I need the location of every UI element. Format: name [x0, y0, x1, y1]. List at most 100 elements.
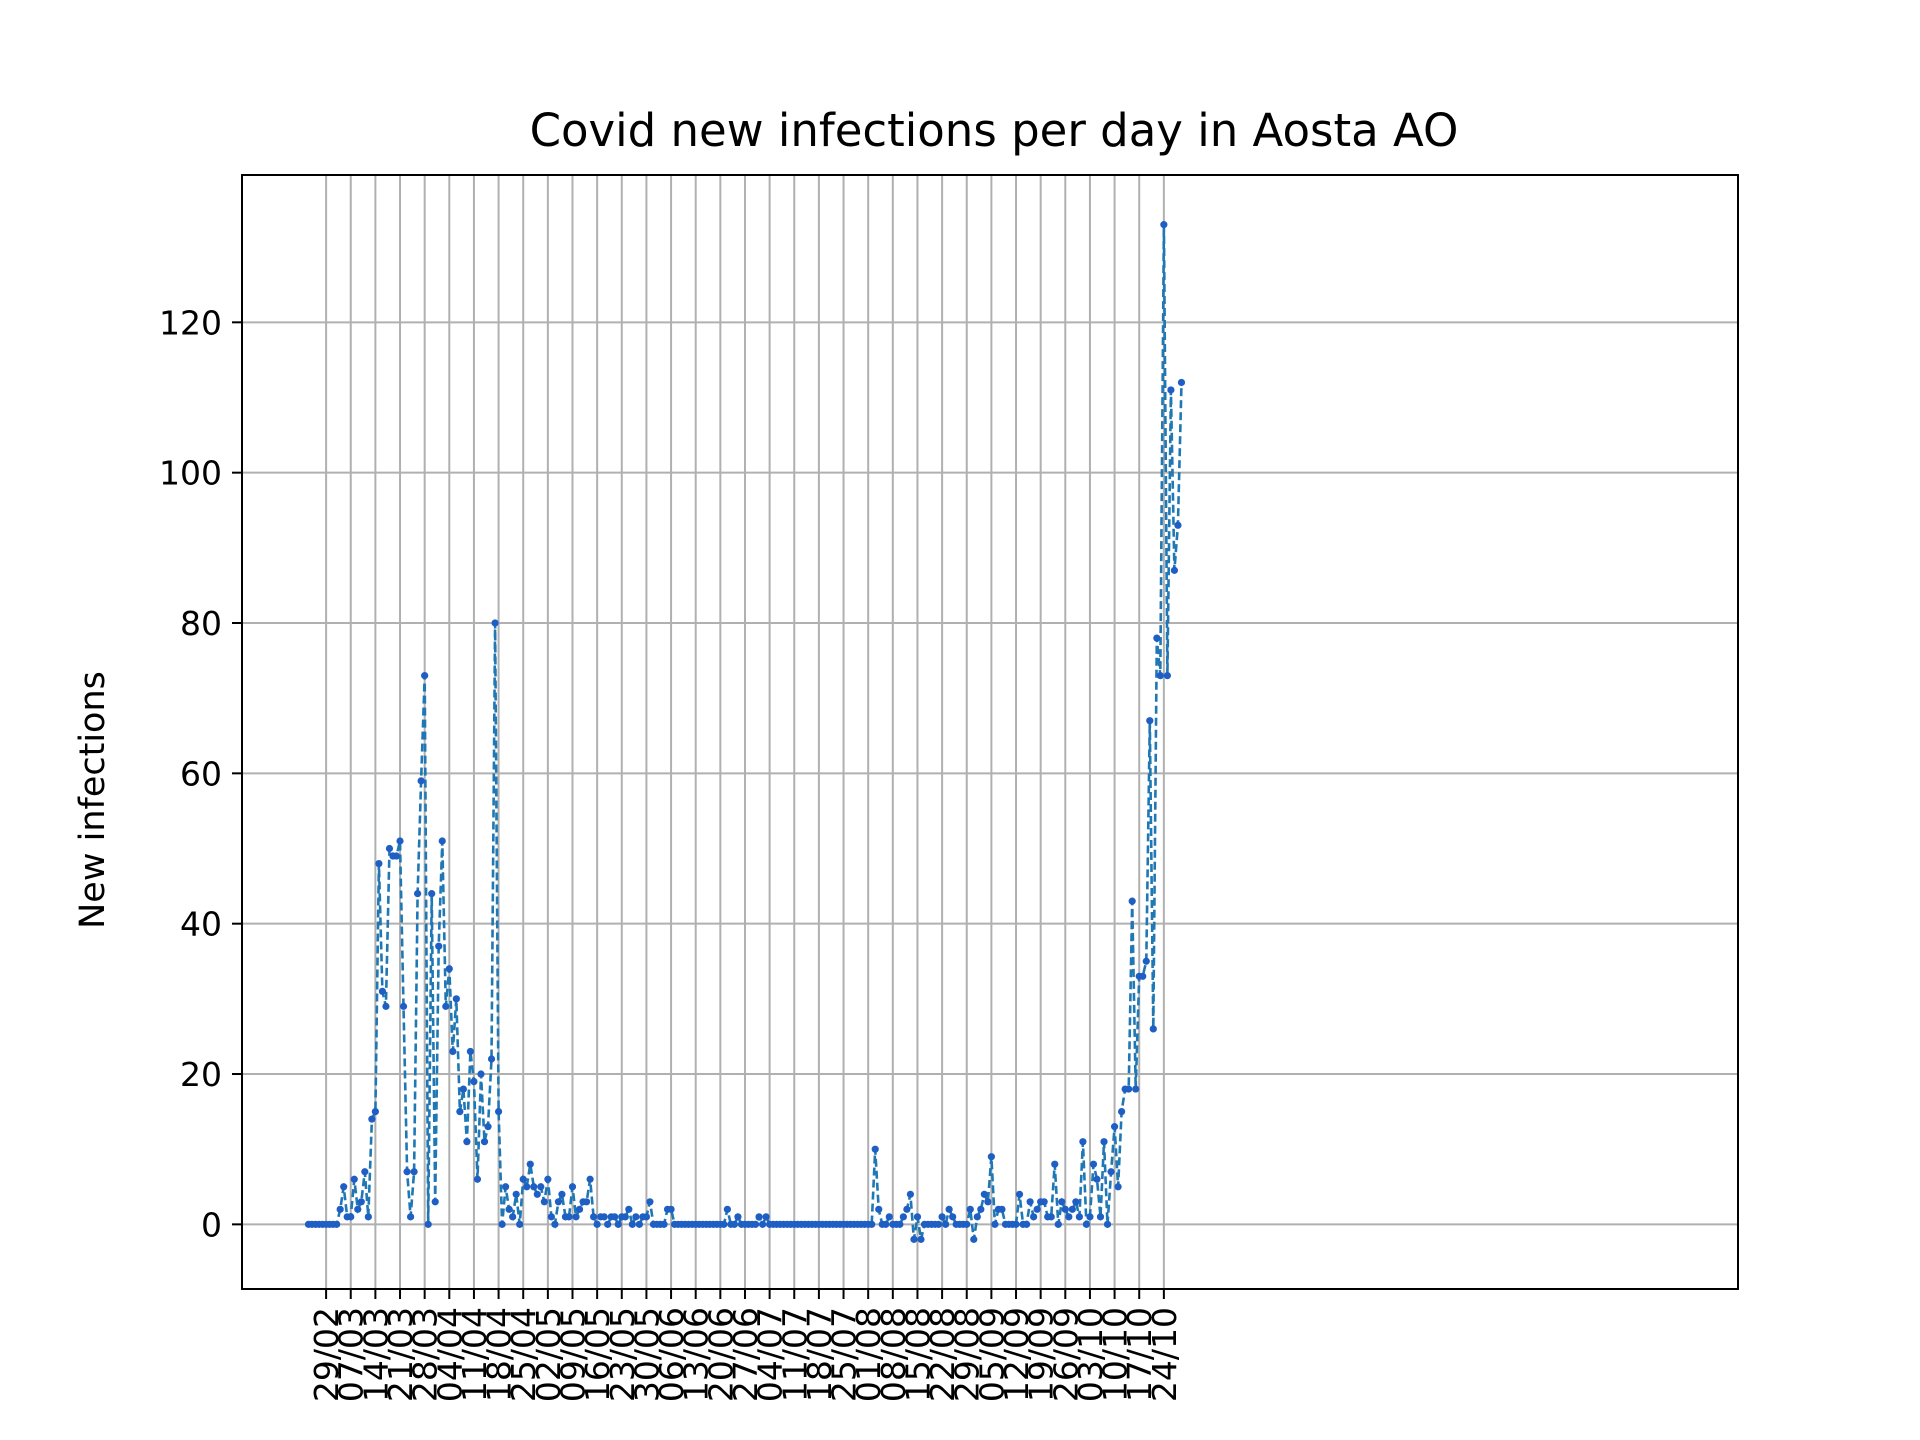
data-point	[554, 1198, 563, 1206]
data-point	[966, 1205, 974, 1213]
x-axis: 29/0207/0314/0321/0328/0304/0411/0418/04…	[307, 1289, 1184, 1402]
data-point	[544, 1175, 552, 1183]
data-point	[628, 1220, 636, 1228]
data-point	[1100, 1138, 1108, 1146]
data-point	[625, 1205, 633, 1213]
data-point	[1082, 1220, 1091, 1228]
data-point	[987, 1153, 995, 1161]
data-point	[938, 1213, 946, 1221]
x-tick-label: 18/07	[800, 1307, 839, 1402]
x-tick-label: 18/04	[480, 1307, 519, 1402]
data-point	[942, 1220, 950, 1228]
data-point	[378, 987, 387, 995]
data-point	[523, 1183, 531, 1191]
data-point	[385, 844, 394, 853]
data-point	[903, 1205, 911, 1213]
data-point	[1022, 1220, 1031, 1228]
x-tick-label: 26/09	[1046, 1307, 1085, 1402]
data-point	[406, 1213, 415, 1221]
data-point	[1146, 717, 1154, 725]
data-point	[364, 1213, 372, 1221]
data-point	[667, 1205, 675, 1213]
data-point	[1072, 1198, 1080, 1206]
x-tick-label: 03/10	[1071, 1307, 1110, 1402]
data-point	[1079, 1138, 1087, 1146]
data-point	[502, 1183, 510, 1191]
x-tick-label: 25/07	[825, 1307, 864, 1402]
x-tick-label: 12/09	[997, 1307, 1036, 1402]
data-point	[614, 1220, 622, 1228]
x-tick-label: 13/06	[677, 1307, 716, 1402]
data-point	[537, 1183, 545, 1191]
data-point	[572, 1213, 580, 1221]
data-point	[917, 1235, 925, 1243]
plot-frame	[241, 174, 1739, 1290]
data-point	[621, 1213, 629, 1221]
data-point	[494, 1108, 503, 1116]
data-point	[361, 1168, 369, 1176]
data-point	[487, 1055, 496, 1063]
y-axis-label: New infections	[73, 671, 113, 929]
data-point	[551, 1220, 559, 1228]
data-point	[530, 1183, 538, 1191]
data-point	[449, 1047, 457, 1056]
data-point	[1040, 1198, 1048, 1206]
data-point	[526, 1160, 534, 1168]
data-point	[582, 1198, 591, 1206]
data-point	[1160, 221, 1168, 229]
data-point	[399, 1002, 408, 1010]
data-point	[340, 1183, 348, 1191]
data-point	[871, 1145, 879, 1153]
data-point	[1163, 672, 1171, 680]
data-point	[396, 837, 404, 845]
data-point	[568, 1183, 577, 1191]
x-tick-label: 06/06	[652, 1307, 691, 1402]
data-point	[428, 890, 436, 898]
y-tick-label: 60	[180, 754, 222, 793]
x-tick-label: 15/08	[898, 1307, 937, 1402]
data-point	[1110, 1123, 1119, 1131]
data-point	[452, 995, 460, 1003]
data-point	[509, 1213, 517, 1221]
data-point	[519, 1175, 527, 1183]
data-point	[1125, 1085, 1133, 1093]
data-point	[1153, 634, 1161, 642]
x-tick-label: 08/08	[874, 1307, 913, 1402]
data-point	[421, 672, 429, 680]
data-point	[963, 1220, 971, 1228]
data-point	[875, 1205, 883, 1213]
data-point	[646, 1198, 654, 1206]
x-tick-label: 01/08	[849, 1307, 888, 1402]
data-point	[1167, 386, 1175, 394]
data-point	[1068, 1205, 1076, 1213]
data-point	[463, 1138, 471, 1146]
data-point	[459, 1085, 467, 1093]
data-point	[1149, 1025, 1157, 1033]
x-tick-label: 17/10	[1120, 1307, 1159, 1402]
data-point	[417, 777, 425, 785]
data-point	[424, 1220, 432, 1228]
data-point	[600, 1213, 608, 1221]
data-point	[442, 1002, 450, 1010]
x-tick-label: 28/03	[406, 1307, 445, 1402]
data-point	[734, 1213, 742, 1221]
x-tick-label: 29/08	[948, 1307, 987, 1402]
x-tick-label: 09/05	[554, 1307, 593, 1402]
data-point	[466, 1047, 475, 1056]
x-tick-label: 05/09	[972, 1307, 1011, 1402]
x-tick-label: 04/04	[430, 1307, 469, 1402]
data-point	[1170, 566, 1179, 574]
data-point	[516, 1220, 524, 1228]
data-point	[410, 1168, 418, 1176]
data-point	[660, 1220, 668, 1228]
data-point	[392, 852, 401, 860]
grid-lines	[242, 175, 1738, 1289]
data-point	[435, 942, 443, 950]
data-point	[896, 1220, 904, 1228]
y-tick-label: 0	[201, 1205, 222, 1244]
data-point	[414, 890, 422, 898]
data-point	[1015, 1190, 1024, 1198]
data-point	[635, 1220, 643, 1228]
x-tick-label: 04/07	[751, 1307, 790, 1402]
